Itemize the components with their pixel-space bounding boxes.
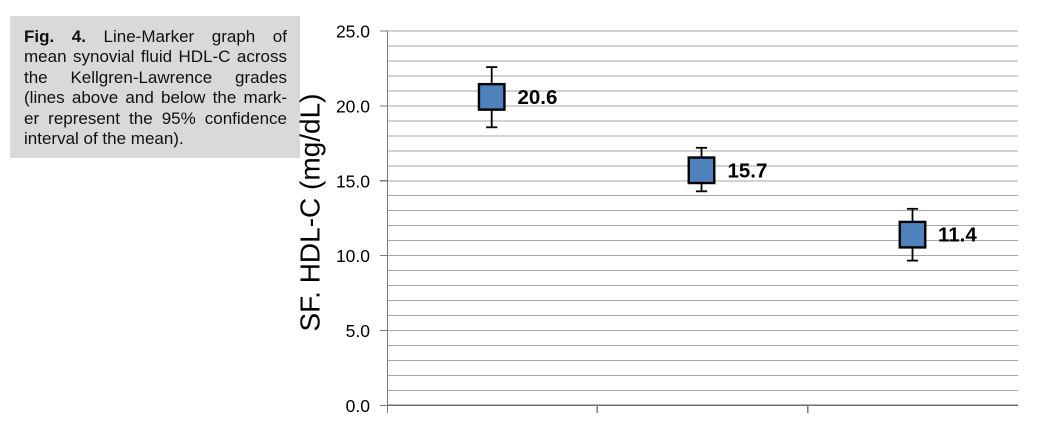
svg-text:10.0: 10.0 [336, 246, 370, 266]
svg-text:5.0: 5.0 [346, 321, 371, 341]
svg-text:15.0: 15.0 [336, 171, 370, 191]
svg-text:20.0: 20.0 [336, 96, 370, 116]
svg-text:25.0: 25.0 [336, 22, 370, 42]
svg-text:SF. HDL-C (mg/dL): SF. HDL-C (mg/dL) [295, 93, 326, 331]
svg-text:20.6: 20.6 [518, 86, 558, 109]
svg-text:15.7: 15.7 [728, 159, 768, 182]
svg-text:0.0: 0.0 [346, 396, 371, 416]
svg-text:11.4: 11.4 [938, 224, 977, 247]
